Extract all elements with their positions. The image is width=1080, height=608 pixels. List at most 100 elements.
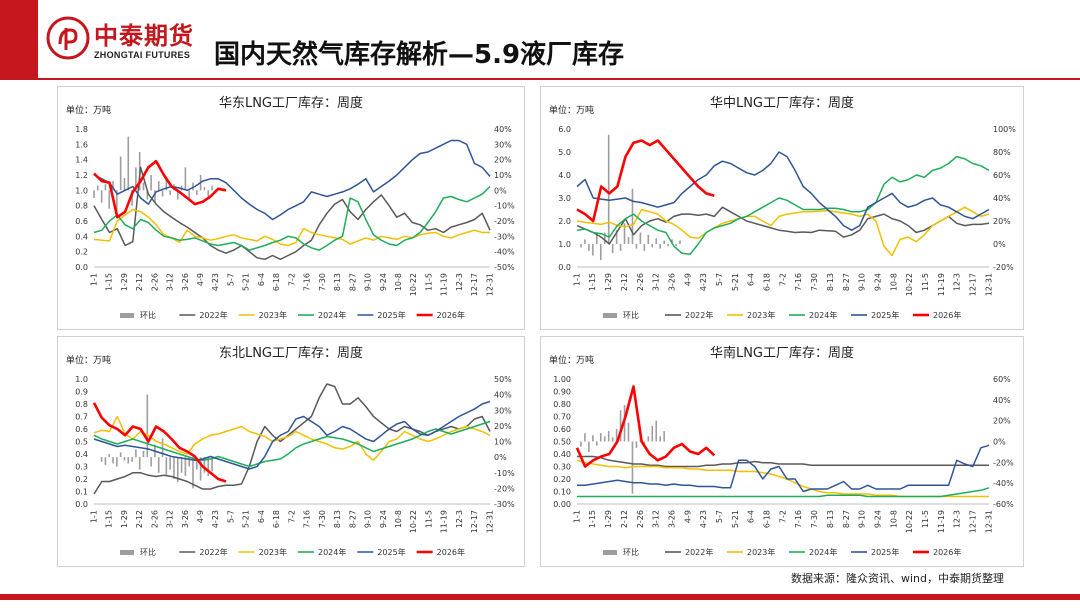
y2-tick-label: 40% [993,194,1011,203]
legend-label: 2022年 [685,547,713,557]
y-tick-label: 0.1 [75,488,88,497]
legend-label: 2024年 [318,547,346,557]
y2-tick-label: -20% [993,458,1014,467]
wow-change-bar [112,457,114,464]
x-tick-label: 7-2 [287,273,296,286]
x-tick-label: 10-22 [409,273,418,296]
y-tick-label: 0.6 [75,425,88,434]
wow-change-bar [142,450,145,458]
legend-label: 2022年 [199,310,227,320]
y-tick-label: 0.30 [553,463,571,472]
y-tick-label: 0.9 [75,388,88,397]
x-tick-label: 11-5 [921,273,930,291]
x-tick-label: 5-7 [226,510,235,523]
series-line-y2026 [575,385,716,468]
x-tick-label: 2-26 [636,510,645,528]
y-tick-label: 0.10 [553,488,571,497]
x-tick-label: 3-12 [166,273,175,291]
wow-change-bar [161,190,164,197]
y-tick-label: 4.0 [558,171,571,180]
x-tick-label: 12-3 [455,273,464,291]
x-tick-label: 4-23 [699,273,708,291]
x-tick-label: 1-1 [89,273,98,286]
wow-change-bar [135,449,137,458]
x-tick-label: 10-8 [394,510,403,528]
x-tick-label: 3-26 [667,510,676,528]
x-tick-label: 11-5 [424,510,433,528]
legend-swatch [603,550,617,555]
x-tick-label: 7-30 [810,510,819,528]
unit-label: 单位：万吨 [66,354,111,366]
legend-label: 2024年 [809,310,837,320]
x-tick-label: 1-29 [120,510,129,528]
wow-change-bar [611,244,614,254]
x-tick-label: 2-12 [135,273,144,291]
x-tick-label: 7-30 [318,510,327,528]
wow-change-bar [138,457,141,470]
y2-tick-label: 50% [494,375,512,384]
y2-tick-label: 0% [494,453,507,462]
x-tick-label: 9-10 [364,510,373,528]
x-tick-label: 1-29 [604,273,613,291]
x-tick-label: 1-15 [588,510,597,528]
x-tick-label: 8-13 [333,273,342,291]
y-tick-label: 0.3 [75,463,88,472]
series-line-y2025 [93,139,491,221]
zhongtai-logo-icon [46,16,90,60]
wow-change-bar [142,182,145,191]
wow-change-bar [603,232,606,244]
x-tick-label: 5-7 [715,273,724,286]
title-divider [38,78,1080,80]
y-tick-label: 0.2 [75,475,88,484]
wow-change-bar [196,190,198,195]
x-tick-label: 9-24 [379,273,388,291]
wow-change-bar [180,457,183,473]
x-tick-label: 2-12 [620,510,629,528]
y2-tick-label: 10% [494,438,512,447]
x-tick-label: 10-8 [394,273,403,291]
x-tick-label: 10-22 [409,510,418,533]
x-tick-label: 9-24 [873,510,882,528]
x-tick-label: 11-5 [921,510,930,528]
wow-change-bar [116,190,118,218]
unit-label: 单位：万吨 [549,354,594,366]
wow-change-bar [619,410,622,442]
wow-change-bar [192,457,194,489]
wow-change-bar [203,187,206,191]
y-tick-label: 0.0 [75,263,88,272]
brand-name-cn: 中泰期货 [94,22,194,50]
x-tick-label: 6-18 [763,510,772,528]
y-tick-label: 1.8 [75,125,88,134]
wow-change-bar [607,134,610,244]
wow-change-bar [580,441,582,447]
wow-change-bar [100,457,103,462]
wow-change-bar [603,436,606,442]
x-tick-label: 12-17 [470,273,479,296]
x-tick-label: 1-15 [105,510,114,528]
y-tick-label: 0.4 [75,450,88,459]
x-tick-label: 11-5 [424,273,433,291]
legend-label: 环比 [623,310,639,320]
x-tick-label: 2-26 [150,510,159,528]
wow-change-bar [165,176,168,191]
wow-change-bar [157,457,160,473]
y2-tick-label: 0% [993,438,1006,447]
unit-label: 单位：万吨 [549,104,594,116]
series-line-y2022 [93,166,491,261]
x-tick-label: 6-18 [763,273,772,291]
chart-panel-east: 华东LNG工厂库存：周度 单位：万吨 0.0 0.2 0.4 0.6 0.8 1.0 1.2 1.… [57,86,525,330]
wow-change-bar [619,244,622,251]
y2-tick-label: -10% [494,469,515,478]
legend-label: 环比 [623,547,639,557]
wow-change-bar [627,422,630,442]
legend-label: 2023年 [259,547,287,557]
y2-tick-label: 0% [993,240,1006,249]
y2-tick-label: 20% [993,217,1011,226]
series-line-y2024 [576,155,990,256]
x-tick-label: 4-9 [683,510,692,523]
x-tick-label: 7-16 [794,273,803,291]
y2-tick-label: -60% [993,500,1014,509]
chart-title: 华南LNG工厂库存：周度 [710,345,854,361]
legend-label: 2024年 [809,547,837,557]
